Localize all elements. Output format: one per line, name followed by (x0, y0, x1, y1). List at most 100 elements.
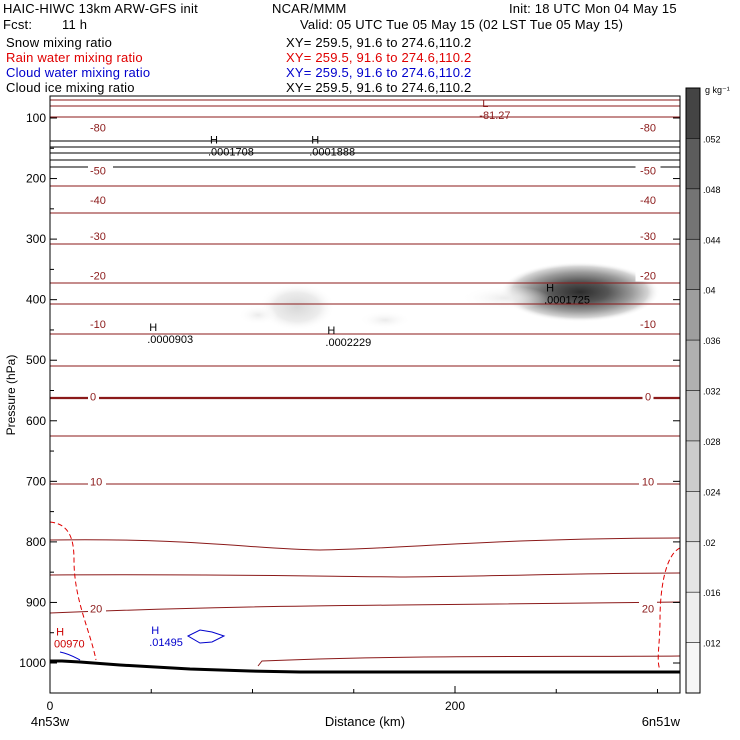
field-xy-rain: XY= 259.5, 91.6 to 274.6,110.2 (286, 50, 472, 65)
field-name-cloudwater: Cloud water mixing ratio (6, 65, 151, 80)
y-tick-label: 200 (26, 172, 46, 186)
extremum-marker: L (482, 98, 488, 110)
init-time: Init: 18 UTC Mon 04 May 15 (509, 1, 677, 16)
contour-label-bg (635, 192, 661, 206)
temp-contour-label: -80 (90, 123, 106, 135)
x-axis-label: Distance (km) (325, 714, 405, 729)
contour-label-bg (635, 163, 661, 177)
temp-contour-label: -40 (640, 195, 656, 207)
contour-label-bg (639, 474, 657, 488)
extremum-value: .0002229 (325, 337, 371, 349)
contour-label-bg (88, 316, 113, 330)
colorbar-swatch (686, 340, 700, 391)
plot-frame (49, 95, 681, 694)
cloud-water-contour (186, 629, 226, 644)
colorbar-label: .036 (703, 336, 721, 346)
temp-contour (50, 537, 680, 551)
contour-label-bg (88, 120, 113, 134)
extremum-marker: H (327, 325, 335, 337)
fcst-value: 11 h (62, 17, 88, 32)
contour-label-bg (88, 229, 113, 243)
y-tick-label: 800 (26, 535, 46, 549)
x-tick-label: 200 (445, 699, 465, 713)
colorbar-label: .044 (703, 235, 721, 245)
x-left-endpoint: 4n53w (31, 714, 70, 729)
colorbar-unit: g kg⁻¹ (705, 85, 730, 95)
extremum-marker: H (149, 322, 157, 334)
mixing-ratio-shade-main (500, 262, 660, 322)
colorbar-swatch (686, 541, 700, 593)
colorbar-swatch (686, 592, 700, 643)
colorbar-swatch (686, 88, 700, 139)
colorbar-swatch (686, 642, 700, 693)
x-right-endpoint: 6n51w (642, 714, 681, 729)
extrema-labels: L-81.27H.0001708H.0001888H.0001725H.0000… (54, 98, 590, 651)
temp-contour-label: -10 (640, 319, 656, 331)
temp-contour-label: 0 (645, 392, 651, 404)
field-xy-cloudice: XY= 259.5, 91.6 to 274.6,110.2 (286, 80, 472, 95)
rain-contour-right (657, 547, 680, 671)
colorbar-swatch (686, 440, 700, 492)
contour-label-bg (635, 268, 661, 282)
x-tick-label: 0 (47, 699, 54, 713)
field-xy-snow: XY= 259.5, 91.6 to 274.6,110.2 (286, 35, 472, 50)
contour-label-bg (88, 192, 113, 206)
temp-contour-label: 20 (90, 604, 102, 616)
extremum-marker: H (56, 627, 64, 639)
y-tick-label: 400 (26, 293, 46, 307)
temp-contour (50, 601, 680, 614)
extremum-value: .01495 (149, 637, 183, 649)
model-title: HAIC-HIWC 13km ARW-GFS init (3, 1, 198, 16)
field-name-snow: Snow mixing ratio (6, 35, 112, 50)
colorbar-label: .016 (703, 588, 721, 598)
colorbar-label: .024 (703, 487, 721, 497)
temp-contour-label: -20 (640, 270, 656, 282)
temp-contour-label: -40 (90, 195, 106, 207)
y-tick-label: 300 (26, 232, 46, 246)
valid-time: Valid: 05 UTC Tue 05 May 15 (02 LST Tue … (300, 17, 624, 32)
extremum-value: .0000903 (147, 334, 193, 346)
temp-contour-label: 10 (90, 476, 102, 488)
y-axis-label: Pressure (hPa) (4, 355, 18, 436)
colorbar-swatch (686, 390, 700, 441)
terrain-line (50, 659, 680, 674)
temp-contour-label: 10 (642, 476, 654, 488)
contour-label-bg (639, 601, 657, 615)
colorbar-swatch (686, 491, 700, 542)
contour-label-bg (88, 163, 113, 177)
colorbar-label: .028 (703, 437, 721, 447)
org-label: NCAR/MMM (272, 1, 347, 16)
y-tick-label: 100 (26, 111, 46, 125)
y-tick-label: 1000 (19, 656, 46, 670)
extremum-value: .0001725 (544, 295, 590, 307)
fcst-label: Fcst: (3, 17, 33, 32)
mixing-ratio-shade-left (238, 305, 278, 325)
rain-contour-bottom (59, 651, 81, 661)
y-tick-label: 700 (26, 474, 46, 488)
mixing-ratio-shade-center (259, 283, 335, 331)
extremum-value: .0001708 (208, 146, 254, 158)
contour-label-bg (635, 229, 661, 243)
extremum-marker: H (151, 625, 159, 637)
colorbar: .012 .016 .02 .024 .028 .032 .036 .04 .044 .048 .0… (685, 87, 721, 694)
temp-contour (50, 572, 680, 578)
extremum-marker: H (210, 134, 218, 146)
temp-contour-label: -30 (640, 231, 656, 243)
temp-contour-label: -20 (90, 270, 106, 282)
field-name-rain: Rain water mixing ratio (6, 50, 143, 65)
contour-labels: -80 -80 -50 -50 -40 -40 -30 -30 -20 -20 -10 -10 0 0 10… (88, 120, 661, 616)
colorbar-swatch (686, 138, 700, 189)
temp-contour-label: 0 (90, 392, 96, 404)
extremum-value: .0001888 (309, 146, 355, 158)
contour-label-bg (88, 601, 106, 615)
extremum-value: 00970 (54, 639, 85, 651)
field-xy-cloudwater: XY= 259.5, 91.6 to 274.6,110.2 (286, 65, 472, 80)
y-tick-label: 900 (26, 595, 46, 609)
contour-label-bg (635, 316, 661, 330)
extremum-marker: H (546, 283, 554, 295)
x-axis: 0 200 (47, 686, 658, 713)
rain-contour-left (50, 521, 97, 661)
field-name-cloudice: Cloud ice mixing ratio (6, 80, 135, 95)
